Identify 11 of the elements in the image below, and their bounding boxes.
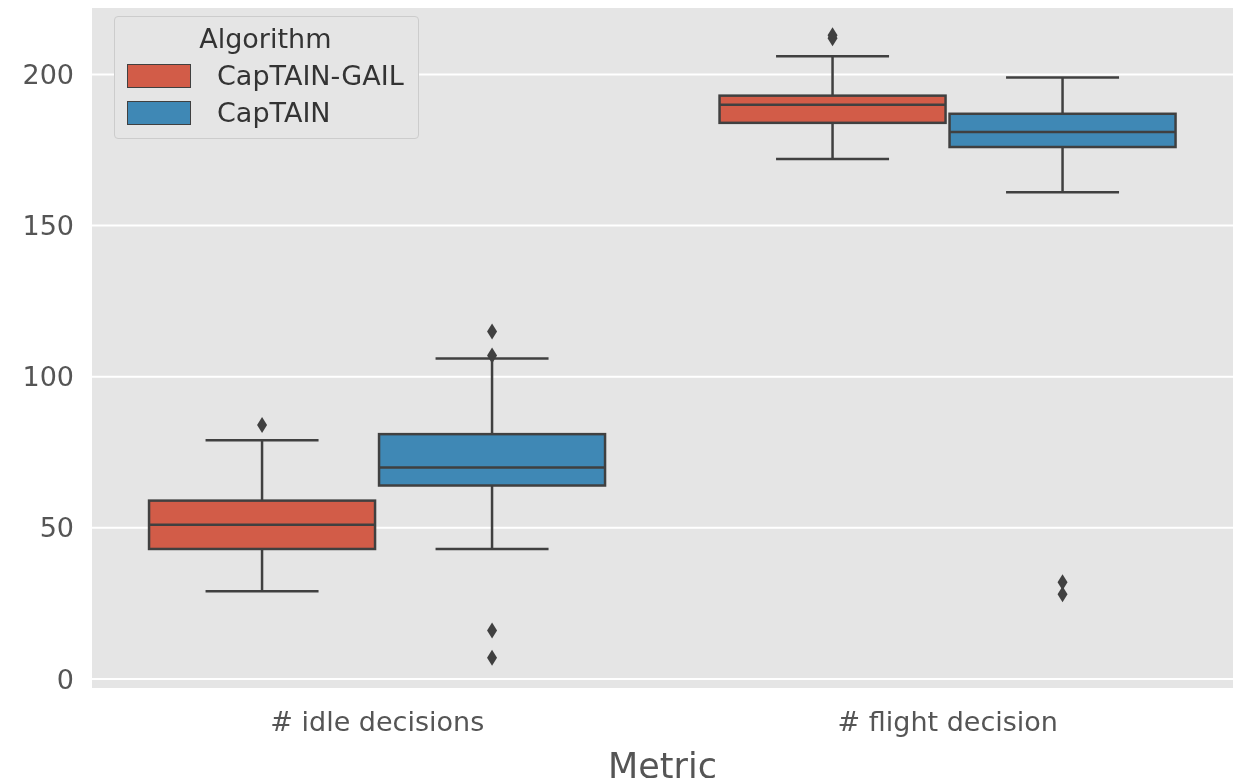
y-tick-label: 150 bbox=[22, 210, 74, 242]
y-tick-label: 0 bbox=[56, 663, 74, 695]
y-tick-label: 200 bbox=[22, 59, 74, 91]
y-tick-label: 100 bbox=[22, 361, 74, 393]
x-tick-label: # flight decision bbox=[837, 706, 1058, 738]
x-axis-title: Metric bbox=[608, 746, 717, 778]
legend-label: CapTAIN bbox=[217, 97, 331, 128]
legend-label: CapTAIN-GAIL bbox=[217, 60, 404, 91]
y-tick-label: 50 bbox=[39, 512, 74, 544]
legend-title: Algorithm bbox=[198, 23, 333, 54]
x-tick-label: # idle decisions bbox=[270, 706, 485, 738]
